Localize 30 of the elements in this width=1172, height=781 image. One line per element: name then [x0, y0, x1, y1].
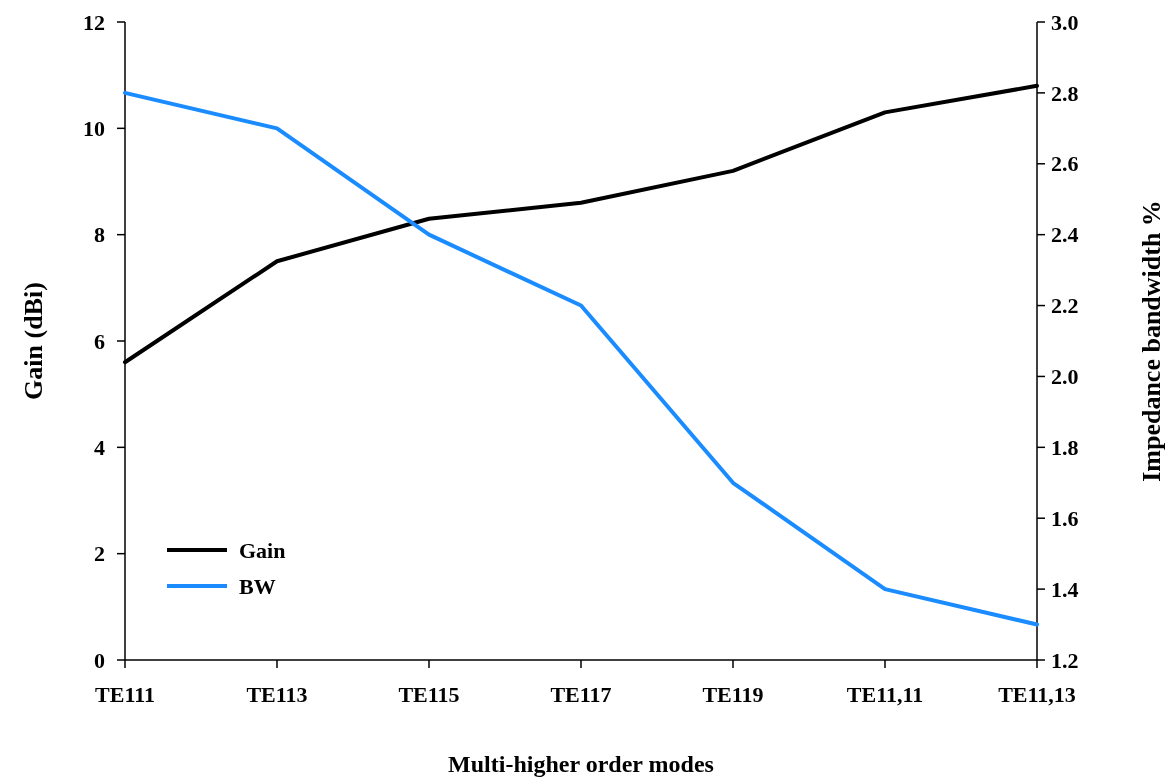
x-tick-label: TE113 [246, 682, 308, 707]
y-tick-label: 6 [94, 328, 105, 354]
x-axis-title: Multi-higher order modes [448, 751, 714, 777]
y2-tick-label: 1.8 [1051, 435, 1079, 461]
y2-axis-title: Impedance bandwidth % [1137, 200, 1166, 482]
y-tick-label: 12 [83, 9, 105, 35]
y2-tick-label: 2.6 [1051, 151, 1079, 177]
y-tick-label: 8 [94, 222, 105, 248]
y2-tick-label: 1.6 [1051, 505, 1079, 531]
y-tick-label: 4 [94, 435, 105, 461]
y-tick-label: 2 [94, 541, 105, 567]
y-axis-title: Gain (dBi) [19, 282, 48, 400]
x-tick-label: TE119 [702, 682, 764, 707]
y2-tick-label: 1.2 [1051, 647, 1079, 673]
y2-tick-label: 3.0 [1051, 9, 1079, 35]
x-tick-label: TE111 [95, 682, 155, 707]
y2-tick-label: 2.8 [1051, 80, 1079, 106]
y2-tick-label: 2.4 [1051, 222, 1079, 248]
x-tick-label: TE117 [550, 682, 612, 707]
x-tick-label: TE11,11 [846, 682, 924, 707]
y-tick-label: 0 [94, 647, 105, 673]
y2-tick-label: 2.0 [1051, 364, 1079, 390]
y2-tick-label: 2.2 [1051, 293, 1079, 319]
x-tick-label: TE11,13 [998, 682, 1076, 707]
legend-label: Gain [239, 537, 286, 563]
x-tick-label: TE115 [398, 682, 460, 707]
y2-tick-label: 1.4 [1051, 576, 1079, 602]
legend-label: BW [239, 573, 276, 599]
y-tick-label: 10 [83, 116, 105, 142]
line-series [123, 90, 1039, 627]
